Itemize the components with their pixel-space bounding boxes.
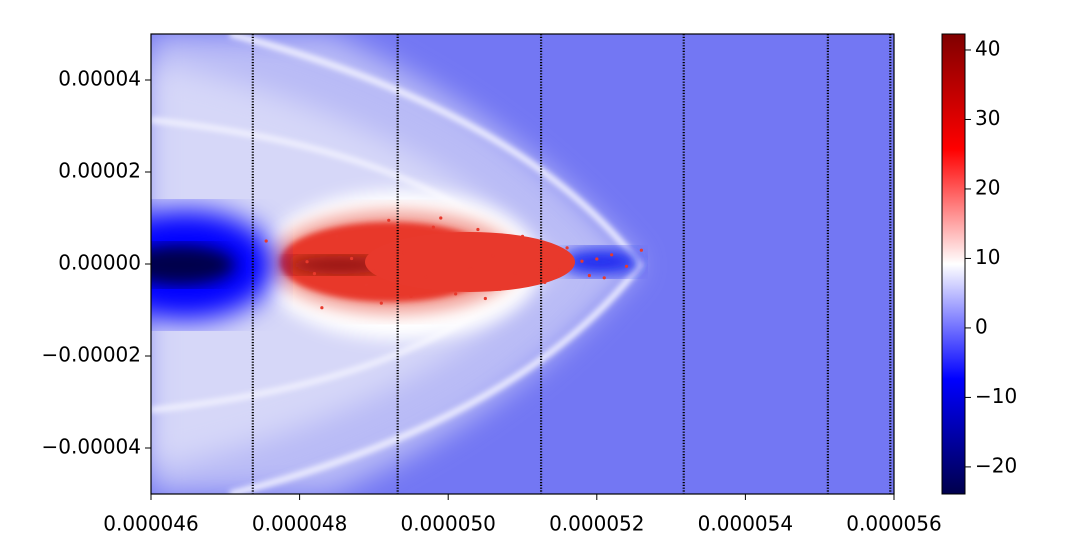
scatter-point (535, 258, 539, 262)
colorbar-tick-label: 20 (975, 175, 1000, 199)
colorbar (941, 33, 966, 495)
y-tick-label: −0.00002 (42, 343, 141, 367)
scatter-point (610, 253, 614, 257)
scatter-point (498, 287, 502, 291)
scatter-point (520, 234, 525, 238)
scatter-point (476, 227, 480, 232)
colorbar-tick-label: −10 (975, 384, 1017, 408)
scatter-point (387, 218, 391, 222)
scatter-point (602, 276, 606, 280)
scatter-point (513, 271, 517, 275)
x-tick-label: 0.000046 (103, 512, 198, 536)
plot-marks (251, 34, 892, 494)
x-tick-label: 0.000050 (400, 512, 495, 536)
colorbar-tick-label: 30 (975, 106, 1000, 130)
x-tick-label: 0.000056 (846, 512, 941, 536)
scatter-point (379, 301, 383, 305)
scatter-point (580, 259, 584, 263)
scatter-point (595, 257, 599, 261)
y-tick-label: 0.00000 (58, 251, 141, 275)
y-tick-label: −0.00004 (42, 435, 141, 459)
scatter-point (264, 239, 268, 243)
x-tick-label: 0.000052 (549, 512, 644, 536)
scatter-point (454, 292, 458, 296)
scatter-point (320, 306, 324, 310)
scatter-point (624, 264, 629, 268)
scatter-point (431, 225, 435, 229)
scatter-point (439, 216, 443, 220)
scatter-point (468, 267, 473, 271)
colorbar-tick-label: 40 (975, 36, 1000, 60)
scatter-point (350, 256, 354, 261)
scatter-point (402, 250, 406, 255)
scatter-point (565, 246, 569, 250)
scatter-point (312, 272, 317, 276)
colorbar-tick-label: 10 (975, 245, 1000, 269)
x-tick-label: 0.000054 (698, 512, 793, 536)
heatmap-field (151, 34, 894, 494)
scatter-point (491, 254, 495, 258)
colorbar-tick-label: 0 (975, 314, 988, 338)
scatter-point (372, 269, 376, 273)
scatter-point (446, 247, 450, 251)
colorbar-tick-label: −20 (975, 453, 1017, 477)
y-tick-label: 0.00004 (58, 67, 141, 91)
scatter-point (543, 280, 547, 284)
scatter-point (424, 275, 428, 279)
scatter-point (409, 294, 413, 298)
scatter-point (587, 273, 591, 278)
scatter-point (335, 234, 339, 238)
scatter-point (639, 248, 643, 252)
scatter-point (558, 267, 562, 272)
scatter-point (305, 260, 309, 264)
scatter-point (364, 283, 369, 287)
scatter-point (483, 296, 487, 301)
y-tick-label: 0.00002 (58, 159, 141, 183)
x-tick-label: 0.000048 (252, 512, 347, 536)
